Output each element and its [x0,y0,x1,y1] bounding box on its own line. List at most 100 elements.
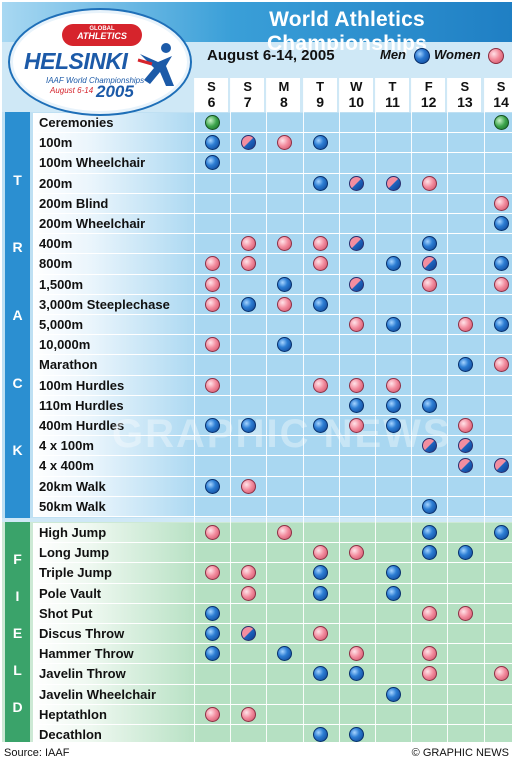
event-row: Ceremonies [33,113,512,133]
event-name: 200m Wheelchair [39,216,146,231]
women-event-dot-icon [494,357,510,373]
row-divider [33,435,512,437]
row-divider [33,724,512,725]
men-event-dot-icon [240,418,256,433]
event-row: Javelin Wheelchair [33,684,512,705]
day-header: S 13 [448,78,482,112]
women-event-dot-icon [421,276,437,292]
column-divider [302,78,304,742]
women-event-dot-icon [494,276,510,292]
day-number: 9 [316,94,324,110]
row-divider [33,192,512,194]
event-row: 4 x 100m [33,436,512,457]
women-event-dot-icon [277,296,292,312]
event-name: 200m Blind [39,195,109,211]
track-side-label: T R A C K [5,112,30,518]
logo-badge-main: ATHLETICS [77,31,127,41]
row-divider [33,213,512,214]
event-row: 100m Wheelchair [33,153,512,174]
row-divider [33,516,512,517]
athlete-figure-icon [137,43,174,86]
women-event-dot-icon [313,236,329,252]
women-event-dot-icon [349,377,365,393]
column-divider [411,78,413,742]
men-and-women-event-dot-icon [421,256,437,272]
women-event-dot-icon [421,646,437,662]
women-event-dot-icon [277,135,292,151]
event-name: 400m Hurdles [39,418,125,433]
event-row: Triple Jump [33,563,512,584]
women-event-dot-icon [458,317,473,332]
source-note: Source: IAAF [4,747,70,759]
day-name: T [388,79,397,94]
row-divider [33,562,512,564]
women-event-dot-icon [204,706,220,722]
men-event-dot-icon [313,565,329,581]
men-event-dot-icon [421,236,437,252]
women-event-dot-icon [421,605,437,621]
row-divider [33,354,512,356]
row-divider [33,623,512,624]
row-divider [33,602,512,604]
schedule-graphic: World Athletics Championships August 6-1… [2,2,512,742]
men-event-dot-icon [313,727,329,742]
event-name: 100m Wheelchair [39,155,146,171]
event-name: Marathon [39,357,98,373]
side-label-letter: C [12,374,23,391]
women-event-dot-icon [349,545,365,561]
men-event-dot-icon [313,418,329,433]
men-event-dot-icon [494,317,510,332]
day-number: 14 [493,94,509,110]
men-event-dot-icon [494,216,510,231]
row-divider [33,314,512,315]
men-event-dot-icon [204,135,220,151]
women-event-dot-icon [349,646,365,662]
day-header: T 11 [376,78,409,112]
logo-badge-top: GLOBAL [89,26,115,32]
men-event-dot-icon [349,397,365,413]
event-name: Decathlon [39,727,102,742]
column-divider [447,78,449,742]
side-label-letter: K [12,442,23,459]
row-divider [33,334,512,336]
event-name: 3,000m Steeplechase [39,296,170,312]
day-header: S 14 [484,78,512,112]
column-divider [230,78,232,742]
event-row: Shot Put [33,603,512,624]
event-name: 100m Hurdles [39,377,125,393]
legend-women-dot-icon [488,48,504,64]
column-divider [483,78,485,742]
day-name: M [278,79,290,94]
day-number: 12 [420,94,437,110]
women-event-dot-icon [240,478,256,494]
event-row: Javelin Throw [33,664,512,685]
women-event-dot-icon [385,377,401,393]
event-name: Triple Jump [39,565,112,581]
row-divider [33,663,512,665]
event-name: 10,000m [39,337,91,353]
event-row: Decathlon [33,725,512,742]
women-event-dot-icon [204,525,220,540]
women-event-dot-icon [313,626,329,641]
men-and-women-event-dot-icon [240,626,256,641]
row-divider [33,542,512,544]
side-label-letter: E [12,625,23,641]
day-header: F 12 [412,78,446,112]
event-name: 200m [39,175,73,191]
event-row: Discus Throw [33,624,512,644]
logo-city: HELSINKI [24,48,128,74]
event-row: Long Jump [33,543,512,564]
event-row: 3,000m Steeplechase [33,294,512,315]
logo-year: 2005 [96,82,134,101]
row-divider [33,475,512,477]
women-event-dot-icon [240,706,256,722]
event-row: Hammer Throw [33,644,512,665]
women-event-dot-icon [349,317,365,332]
women-event-dot-icon [313,545,329,561]
day-name: S [207,79,216,94]
row-divider [33,273,512,275]
logo-subtitle: IAAF World Championships [46,76,145,85]
women-event-dot-icon [313,256,329,272]
row-divider [33,253,512,255]
